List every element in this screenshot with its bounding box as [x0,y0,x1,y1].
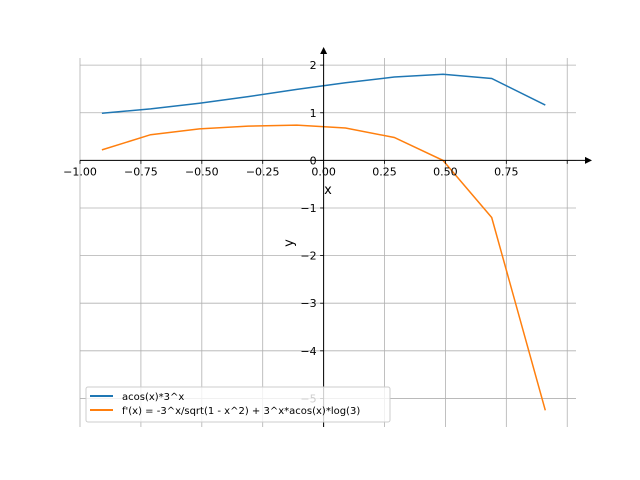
y-tick-label: 1 [310,107,317,120]
series-lines [101,73,547,411]
x-tick-label: 0.75 [494,165,519,178]
y-tick-label: 0 [310,154,317,167]
x-axis-label: x [324,183,332,198]
series-line-0 [101,73,546,114]
x-tick-label: −0.50 [185,165,219,178]
legend-box [85,386,391,423]
grid [79,58,576,427]
x-tick-label: 0.50 [433,165,458,178]
x-tick-label: −0.25 [246,165,280,178]
legend-label-1: f'(x) = -3^x/sqrt(1 - x^2) + 3^x*acos(x)… [122,406,360,417]
x-tick-label: 0.25 [372,165,397,178]
y-axis-arrow-icon [320,47,328,54]
y-axis-label: y [282,239,297,247]
y-tick-label: −3 [300,297,316,310]
x-tick-label: 0.00 [311,165,336,178]
legend-label-0: acos(x)*3^x [122,392,184,403]
x-tick-label: −0.75 [124,165,158,178]
x-axis-arrow-icon [585,156,592,164]
legend: acos(x)*3^x f'(x) = -3^x/sqrt(1 - x^2) +… [85,386,391,423]
y-tick-label: −1 [300,202,316,215]
series-line-1 [101,124,547,411]
ticks: −1.00 −0.75 −0.50 −0.25 0.00 0.25 0.50 0.75 2 1 0 −… [63,59,568,405]
y-tick-label: 2 [310,59,317,72]
y-tick-label: −2 [300,250,316,263]
y-tick-label: −4 [300,345,316,358]
axes [80,47,592,427]
x-tick-label: −1.00 [63,165,97,178]
